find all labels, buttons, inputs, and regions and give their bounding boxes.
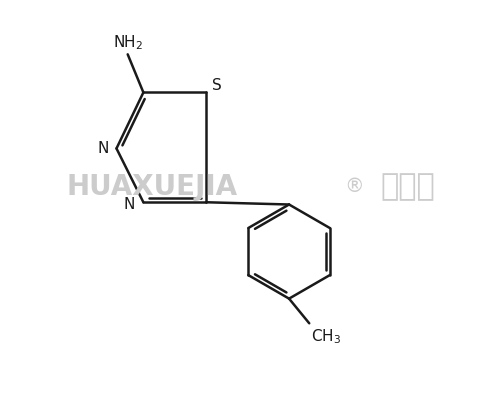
Text: ®: ® <box>344 177 364 196</box>
Text: S: S <box>212 78 221 93</box>
Text: N: N <box>124 197 136 212</box>
Text: CH$_3$: CH$_3$ <box>312 327 342 346</box>
Text: NH$_2$: NH$_2$ <box>113 34 143 52</box>
Text: 化学加: 化学加 <box>380 172 435 201</box>
Text: HUAXUEJIA: HUAXUEJIA <box>67 173 238 200</box>
Text: N: N <box>97 141 108 156</box>
